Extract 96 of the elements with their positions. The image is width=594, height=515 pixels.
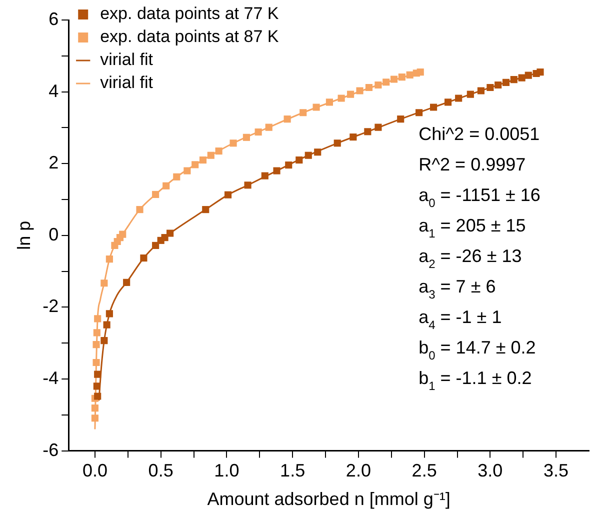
point (91, 414, 98, 422)
point (94, 370, 102, 378)
point (152, 242, 160, 249)
point (390, 76, 398, 83)
point (136, 206, 144, 214)
point (152, 190, 160, 198)
point (100, 337, 108, 344)
point (536, 68, 544, 76)
point (140, 254, 148, 262)
point (397, 116, 404, 123)
point (192, 161, 199, 168)
point (202, 206, 210, 214)
x-tick-label: 0.5 (148, 460, 174, 481)
legend-label: virial fit (100, 50, 154, 70)
point (502, 78, 510, 86)
y-tick-label: 0 (48, 224, 59, 244)
y-axis-title: ln p (14, 220, 34, 250)
point (93, 382, 100, 390)
point (494, 81, 502, 89)
annotation: Chi^2 = 0.0051 (418, 124, 540, 144)
point (92, 358, 100, 366)
point (184, 167, 191, 174)
point (477, 87, 485, 94)
point (91, 404, 98, 412)
y-tick-label: -4 (42, 368, 59, 388)
point (430, 104, 438, 111)
point (162, 182, 170, 190)
point (374, 124, 382, 131)
point (350, 134, 357, 141)
point (382, 78, 390, 86)
point (119, 230, 126, 238)
point (244, 182, 252, 189)
y-tick-label: -6 (42, 440, 59, 460)
y-tick-label: -2 (42, 296, 59, 316)
legend-label: virial fit (100, 73, 154, 92)
point (103, 321, 110, 328)
point (455, 94, 462, 102)
point (510, 76, 518, 84)
point (326, 98, 333, 106)
x-tick-label: 2.5 (412, 460, 437, 481)
point (100, 280, 108, 287)
point (486, 84, 494, 92)
point (123, 278, 130, 286)
y-tick-label: 4 (48, 80, 59, 101)
point (106, 256, 113, 263)
point (398, 74, 406, 81)
point (518, 74, 526, 82)
point (224, 191, 232, 198)
point (356, 87, 364, 94)
x-tick-label: 2.0 (346, 460, 371, 481)
annotation: R^2 = 0.9997 (418, 154, 526, 174)
x-tick-label: 3.0 (478, 460, 503, 481)
point (93, 329, 100, 336)
point (261, 172, 268, 180)
point (92, 341, 100, 348)
point (254, 128, 262, 136)
point (199, 156, 207, 164)
x-tick-label: 1.0 (214, 460, 240, 481)
point (284, 116, 291, 123)
point (215, 148, 222, 155)
point (173, 173, 180, 180)
x-tick-label: 1.5 (280, 460, 306, 481)
point (166, 230, 174, 237)
point (347, 90, 354, 98)
point (416, 109, 423, 116)
point (312, 104, 320, 111)
point (265, 124, 272, 131)
point (466, 90, 474, 98)
point (296, 156, 303, 164)
point (285, 162, 292, 169)
point (416, 68, 424, 76)
y-tick-label: 2 (48, 152, 59, 173)
point (106, 310, 113, 318)
point (273, 167, 280, 174)
point (338, 94, 345, 102)
x-tick-label: 3.5 (544, 460, 569, 481)
point (364, 128, 372, 136)
point (374, 81, 382, 89)
point (230, 140, 237, 147)
point (444, 98, 452, 106)
point (242, 134, 250, 141)
x-tick-label: 0.0 (82, 460, 108, 481)
legend-label: exp. data points at 77 K (100, 4, 280, 24)
legend-label: exp. data points at 87 K (100, 27, 280, 46)
y-tick-label: 6 (48, 8, 59, 29)
point (94, 392, 102, 400)
point (524, 72, 532, 79)
point (304, 152, 312, 159)
point (334, 140, 341, 147)
point (207, 152, 214, 159)
point (314, 148, 322, 156)
x-axis-title: Amount adsorbed n [mmol g⁻¹] (207, 489, 450, 510)
point (406, 71, 414, 78)
point (94, 315, 102, 322)
point (300, 109, 307, 116)
point (365, 84, 373, 92)
